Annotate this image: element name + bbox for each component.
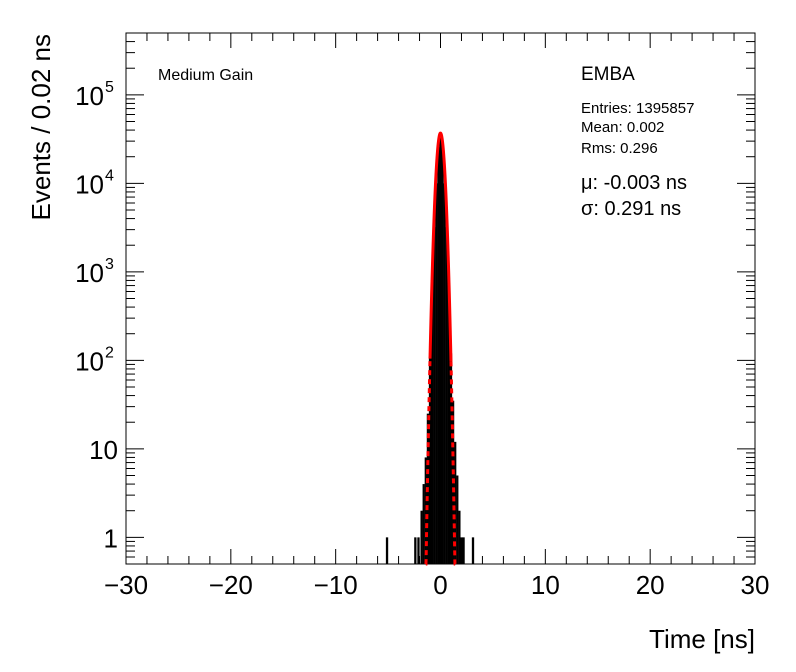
histogram-bar [422, 484, 425, 564]
x-tick-label: 20 [636, 570, 665, 600]
y-axis-label: Events / 0.02 ns [26, 34, 56, 220]
y-tick-label: 10 [89, 435, 118, 465]
histogram-bar [420, 510, 423, 564]
histogram-bar [456, 475, 459, 564]
histogram-bar [449, 353, 453, 564]
x-axis-label: Time [ns] [649, 624, 755, 654]
histogram-bar [435, 183, 438, 565]
y-tick-label: 10 [75, 81, 104, 111]
histogram-bar [447, 285, 451, 564]
histogram-bar [471, 537, 475, 564]
y-tick-label: 10 [75, 258, 104, 288]
histogram-bar [430, 285, 434, 564]
stats-mean: Mean: 0.002 [581, 119, 664, 136]
y-tick-exponent: 3 [105, 256, 114, 273]
stats-mu: μ: -0.003 ns [581, 172, 687, 194]
histogram [385, 133, 475, 565]
histogram-bar [458, 510, 461, 564]
histogram-bar [433, 227, 436, 564]
histogram-bar [441, 146, 444, 564]
x-tick-label: −10 [314, 570, 358, 600]
gaussian-fit [424, 131, 457, 566]
histogram-bar [462, 537, 465, 564]
x-tick-label: 30 [741, 570, 770, 600]
histogram-bar [428, 356, 432, 564]
y-tick-label: 10 [75, 346, 104, 376]
x-tick-label: 10 [531, 570, 560, 600]
histogram-bar [460, 537, 463, 564]
fit-curve-solid [428, 131, 453, 362]
histogram-bar [437, 146, 440, 564]
histogram-bar [439, 133, 442, 564]
histogram-bar [454, 441, 457, 564]
y-tick-exponent: 5 [105, 79, 114, 96]
histogram-bar [385, 537, 389, 564]
x-tick-label: −30 [104, 570, 148, 600]
stats-title: EMBA [581, 64, 635, 85]
fit-curve-dashed-right [449, 361, 457, 566]
y-tick-exponent: 4 [105, 167, 114, 184]
histogram-bar [443, 183, 446, 565]
x-ticks: −30 −20 −10 0 10 20 30 [104, 33, 770, 600]
stats-rms: Rms: 0.296 [581, 140, 658, 157]
histogram-bar [445, 227, 448, 564]
stats-sigma: σ: 0.291 ns [581, 198, 681, 220]
stats-entries: Entries: 1395857 [581, 100, 694, 117]
x-tick-label: 0 [433, 570, 447, 600]
y-tick-label: 10 [75, 169, 104, 199]
top-left-label: Medium Gain [158, 67, 253, 84]
histogram-bar [424, 457, 427, 564]
x-tick-label: −20 [209, 570, 253, 600]
histogram-bar [414, 537, 417, 564]
y-tick-exponent: 2 [105, 344, 114, 361]
y-tick-label: 1 [104, 523, 118, 553]
fit-curve-dashed-left [424, 358, 432, 566]
histogram-bar [417, 537, 420, 564]
